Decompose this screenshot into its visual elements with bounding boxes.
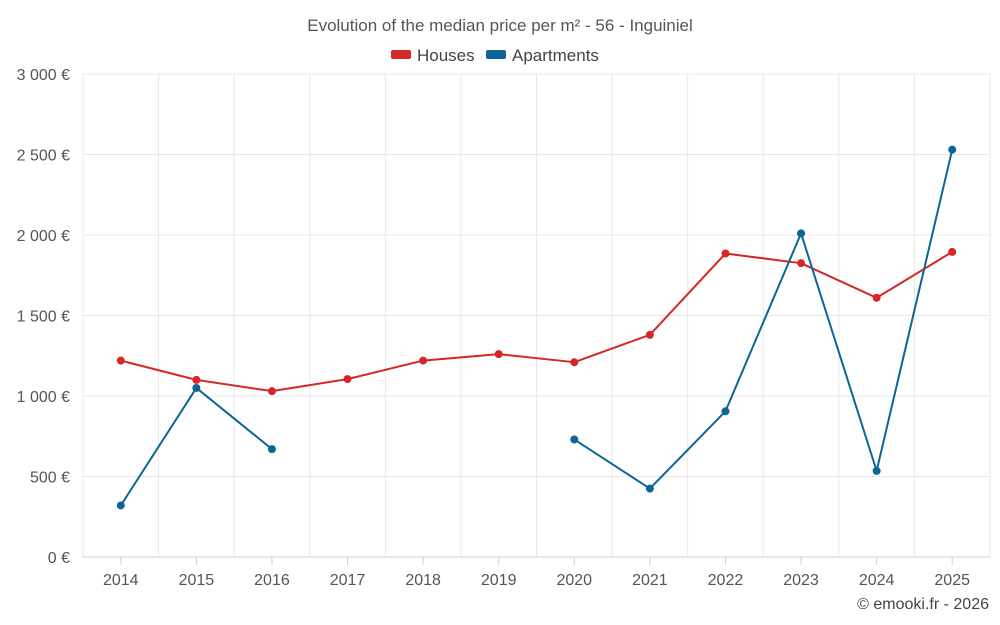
x-tick-label: 2021: [632, 572, 668, 589]
data-point-houses[interactable]: [721, 249, 730, 258]
data-point-apartments[interactable]: [570, 435, 579, 444]
y-tick-label: 3 000 €: [17, 67, 70, 84]
data-point-houses[interactable]: [192, 375, 201, 384]
x-tick-label: 2019: [481, 572, 517, 589]
data-point-houses[interactable]: [343, 375, 352, 384]
series: [116, 145, 957, 510]
y-tick-label: 1 500 €: [17, 309, 70, 326]
x-tick-label: 2017: [330, 572, 366, 589]
legend-label-apartments: Apartments: [512, 46, 599, 65]
legend-item-houses[interactable]: Houses: [391, 46, 475, 65]
data-point-apartments[interactable]: [797, 229, 806, 238]
x-tick-label: 2020: [556, 572, 592, 589]
series-apartments: [116, 145, 957, 510]
data-point-houses[interactable]: [570, 358, 579, 367]
data-point-apartments[interactable]: [116, 501, 125, 510]
data-point-apartments[interactable]: [645, 484, 654, 493]
legend-label-houses: Houses: [417, 46, 475, 65]
data-point-apartments[interactable]: [267, 445, 276, 454]
data-point-houses[interactable]: [267, 387, 276, 396]
y-tick-label: 0 €: [48, 550, 70, 567]
chart-title: Evolution of the median price per m² - 5…: [307, 16, 693, 35]
data-point-apartments[interactable]: [721, 407, 730, 416]
y-tick-label: 1 000 €: [17, 389, 70, 406]
series-houses: [116, 247, 957, 396]
legend-swatch-apartments: [486, 50, 506, 59]
x-tick-label: 2022: [708, 572, 744, 589]
y-tick-label: 2 500 €: [17, 148, 70, 165]
data-point-houses[interactable]: [494, 350, 503, 359]
y-tick-label: 500 €: [30, 470, 70, 487]
x-tick-label: 2016: [254, 572, 290, 589]
data-point-houses[interactable]: [419, 356, 428, 365]
x-tick-label: 2025: [934, 572, 970, 589]
x-tick-label: 2018: [405, 572, 441, 589]
data-point-houses[interactable]: [116, 356, 125, 365]
x-tick-label: 2024: [859, 572, 895, 589]
legend-swatch-houses: [391, 50, 411, 59]
legend-item-apartments[interactable]: Apartments: [486, 46, 599, 65]
data-point-houses[interactable]: [645, 330, 654, 339]
x-tick-label: 2014: [103, 572, 139, 589]
legend: Houses Apartments: [391, 46, 599, 65]
y-tick-label: 2 000 €: [17, 228, 70, 245]
series-line-houses: [120, 251, 953, 393]
data-point-apartments[interactable]: [192, 383, 201, 392]
data-point-apartments[interactable]: [872, 466, 881, 475]
x-axis: 2014 2015 2016 2017 2018 2019 2020 2021 2022 2023…: [83, 556, 990, 589]
data-point-houses[interactable]: [948, 247, 957, 256]
y-axis: 0 € 500 € 1 000 € 1 500 € 2 000 € 2 500 € 3 00…: [17, 67, 70, 567]
data-point-houses[interactable]: [872, 293, 881, 302]
grid: [82, 73, 991, 557]
data-point-houses[interactable]: [797, 259, 806, 268]
x-tick-label: 2023: [783, 572, 819, 589]
x-tick-label: 2015: [179, 572, 215, 589]
data-point-apartments[interactable]: [948, 145, 957, 154]
credit-text: © emooki.fr - 2026: [857, 596, 989, 613]
